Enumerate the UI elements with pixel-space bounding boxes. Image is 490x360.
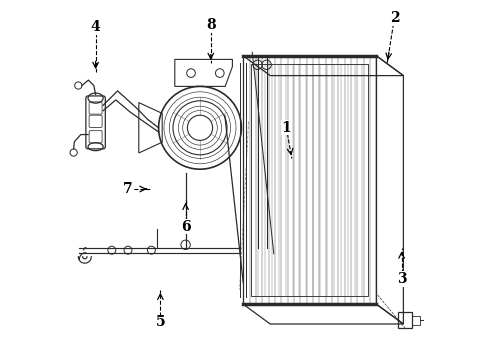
Text: 2: 2 [390, 11, 399, 25]
Text: 5: 5 [156, 315, 165, 329]
Text: 4: 4 [91, 20, 100, 34]
Text: 1: 1 [282, 121, 291, 135]
Text: 6: 6 [181, 220, 191, 234]
Bar [413, 316, 419, 325]
Text: 8: 8 [206, 18, 216, 32]
Text: 3: 3 [397, 272, 406, 286]
Text: 7: 7 [123, 182, 133, 196]
Bar [398, 312, 413, 328]
